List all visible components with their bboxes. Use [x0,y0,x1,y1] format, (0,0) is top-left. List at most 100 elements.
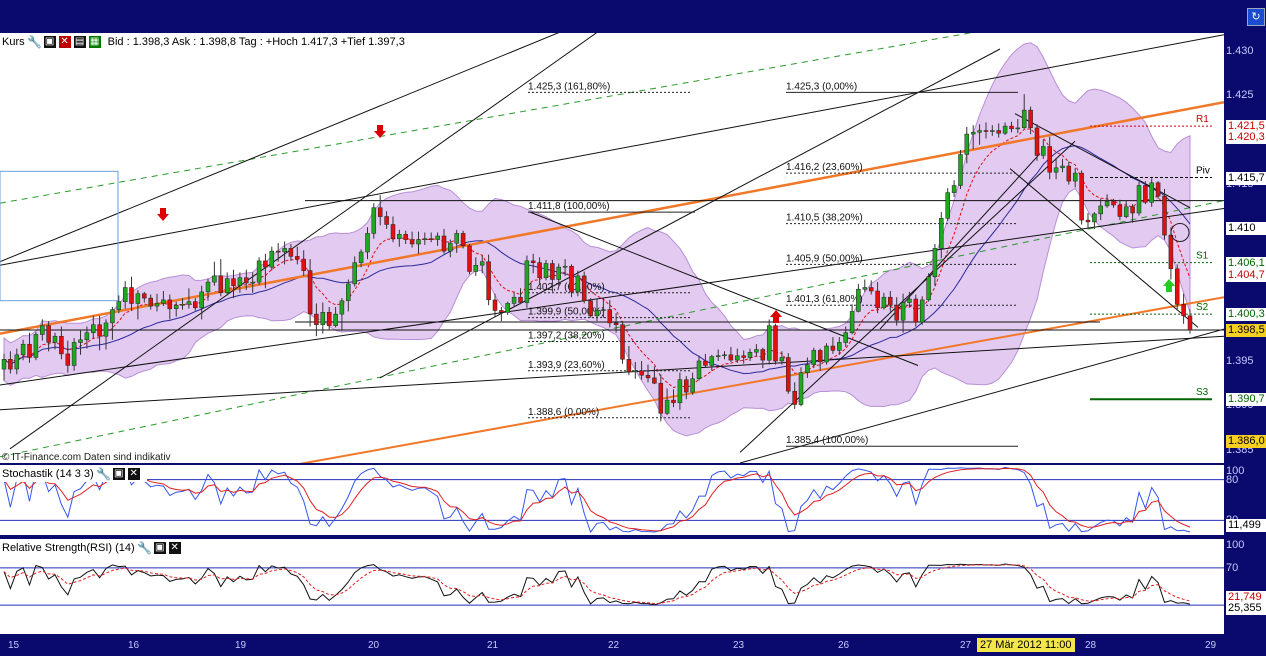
candle [913,294,919,327]
candle [735,348,740,363]
candle-body [346,283,351,301]
print-icon[interactable]: ▤ [73,35,86,48]
price-chart[interactable]: 1.425,3 (161,80%) 1.411,8 (100,00%) 1.402,… [0,33,1224,463]
candle-body [1060,165,1065,169]
price-tag: 1.390,7 [1226,393,1266,406]
window-icon[interactable]: ▣ [43,35,56,48]
candle [212,261,217,286]
candle-body [1123,206,1129,217]
candle [59,326,64,360]
candle-body [811,350,817,365]
close-icon[interactable]: ✕ [127,467,140,480]
wrench-icon[interactable]: 🔧 [137,540,153,555]
candle-body [919,299,925,323]
candle [601,298,606,318]
candle-body [250,281,255,284]
window-icon[interactable]: ▣ [112,467,125,480]
wrench-icon[interactable]: 🔧 [96,466,112,481]
candle [664,388,670,416]
candle [1066,161,1072,185]
candle [964,127,970,164]
stochastic-value-tag: 11,499 [1226,519,1266,532]
candle [907,291,912,308]
close-icon[interactable]: ✕ [58,35,71,48]
candle-body [180,304,185,306]
candle-body [46,325,51,343]
candle [84,326,90,349]
cursor-time-label: 27 Mär 2012 11:00 [977,638,1075,652]
candle-body [1187,315,1193,331]
price-tag: 1.406,1 [1226,257,1266,270]
candle-body [52,335,58,343]
rsi-chart[interactable] [0,539,1224,634]
quote-info: Bid : 1.398,3 Ask : 1.398,8 Tag : +Hoch … [107,35,405,48]
candle [129,276,134,311]
wrench-icon[interactable]: 🔧 [27,34,43,49]
candle-body [798,372,804,405]
candle [811,347,817,369]
candle [46,321,51,352]
candle [1,353,7,381]
price-pane[interactable]: 1.425,3 (161,80%) 1.411,8 (100,00%) 1.402,… [0,33,1224,463]
candle [543,260,549,281]
candle [556,263,561,286]
candle-body [467,245,472,272]
fib-left-label: 1.425,3 (161,80%) [528,81,610,92]
fib-left-label: 1.393,9 (23,60%) [528,360,605,371]
candle [1028,106,1033,135]
candle [881,292,887,310]
candle [282,241,287,265]
candle-body [970,132,976,135]
refresh-icon[interactable]: ↻ [1247,8,1265,26]
candle-body [779,357,785,362]
candle-body [1149,182,1154,203]
rsi-pane[interactable]: Relative Strength(RSI) (14) 🔧 ▣ ✕ [0,539,1224,634]
candle-body [1047,146,1052,173]
candle [856,283,861,313]
candle-body [499,310,504,313]
candle [939,212,944,259]
stochastic-chart[interactable] [0,465,1224,535]
sell-arrow-icon [157,208,169,221]
candle-body [849,311,855,333]
candle-body [900,302,906,321]
stochastic-toolbar: Stochastik (14 3 3) 🔧 ▣ ✕ [0,465,147,482]
candle-body [888,296,893,306]
candle [52,332,58,350]
grid-icon[interactable]: ▦ [88,35,101,48]
stochastic-pane[interactable]: Stochastik (14 3 3) 🔧 ▣ ✕ [0,465,1224,535]
candle-body [1085,219,1091,223]
candle [550,260,555,292]
x-tick-label: 21 [487,640,499,651]
candle [142,291,147,303]
candle [479,255,485,274]
candle [263,253,268,289]
oscillator-y-tick: 100 [1226,539,1245,551]
candle-body [556,266,561,280]
candle [1092,212,1097,229]
candle-body [492,299,498,311]
x-tick-label: 28 [1085,640,1097,651]
candle [173,301,179,317]
candle-body [530,260,536,263]
window-icon[interactable]: ▣ [153,541,166,554]
candle [722,351,727,360]
candle [14,348,20,375]
candle [397,229,402,247]
candle [652,366,657,385]
candle [786,353,791,394]
candle-body [1053,167,1059,173]
candle-body [1098,205,1103,215]
price-tag: 1.415,7 [1226,172,1266,185]
candle-body [199,291,204,309]
candle-body [830,345,836,351]
candle-body [945,192,950,219]
fib-right-label: 1.410,5 (38,20%) [786,213,863,224]
candle-body [20,343,26,356]
rsi-toolbar: Relative Strength(RSI) (14) 🔧 ▣ ✕ [0,539,188,556]
candle-body [856,288,861,312]
candle-body [435,235,440,240]
candle [919,296,925,325]
close-icon[interactable]: ✕ [168,541,181,554]
candle [1047,136,1052,180]
